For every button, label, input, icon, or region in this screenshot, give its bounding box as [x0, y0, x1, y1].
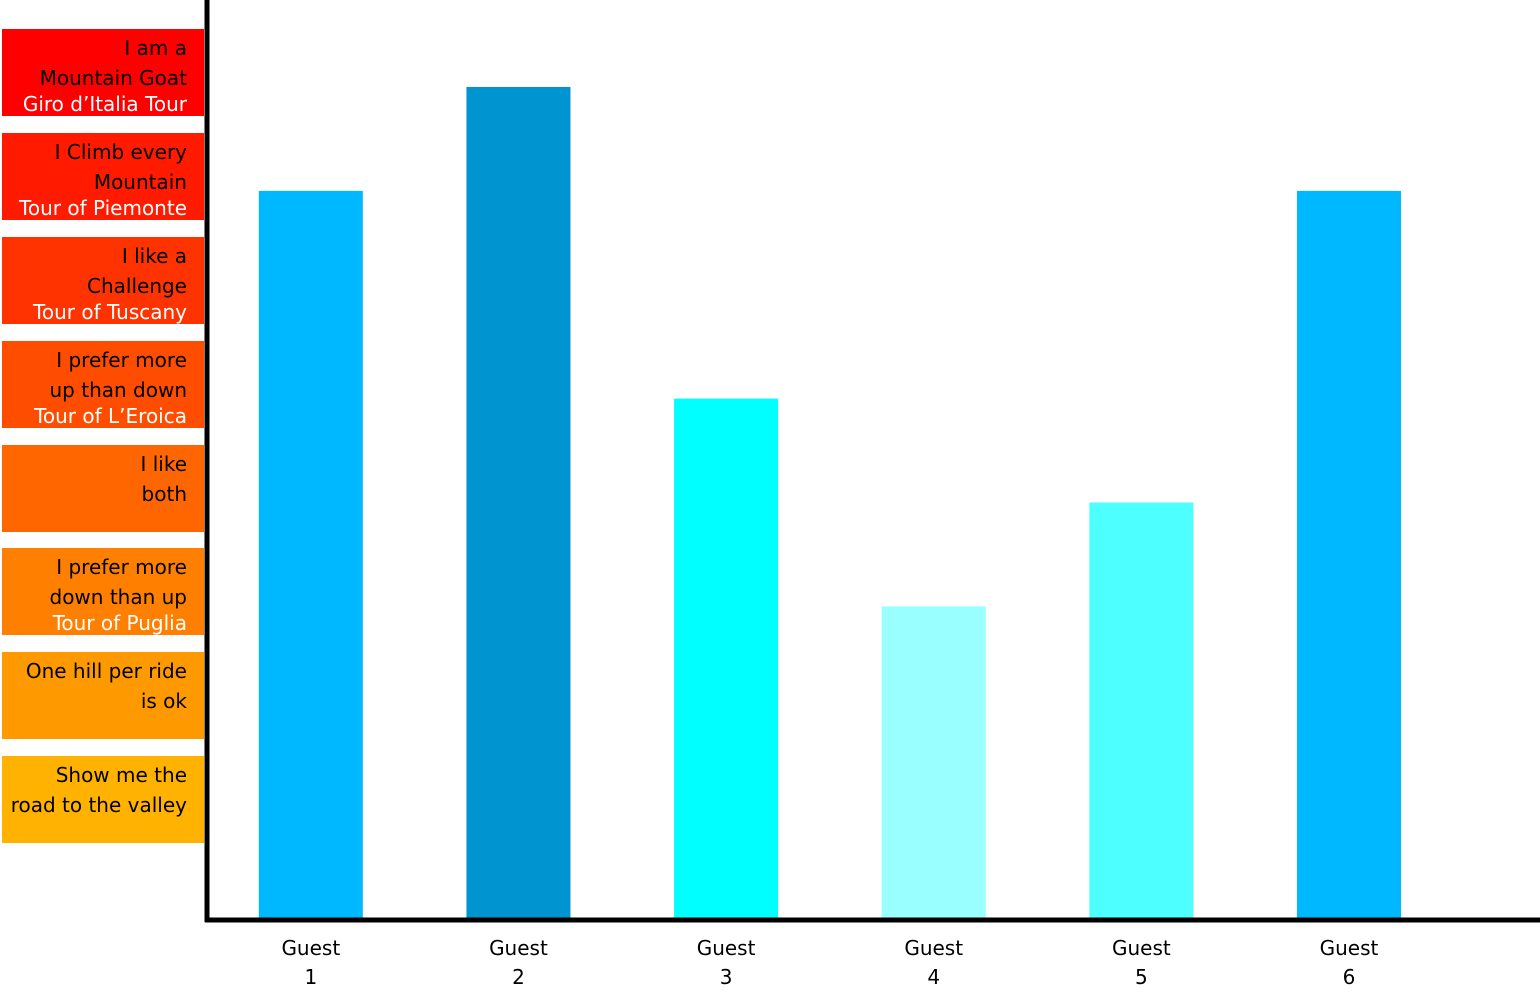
y-tick-box: One hill per ride is ok — [2, 652, 204, 740]
y-tick-sublabel: Tour of Tuscany — [33, 299, 187, 324]
y-tick-box: I am a Mountain Goat Giro d’Italia Tour — [2, 29, 204, 116]
bar — [1296, 190, 1401, 918]
x-tick-label: Guest 4 — [904, 936, 964, 989]
y-tick-sublabel: Giro d’Italia Tour — [22, 92, 187, 116]
bar — [881, 606, 986, 918]
y-tick-label: I am a Mountain Goat — [39, 36, 187, 90]
y-tick-label: I like a Challenge — [87, 243, 187, 298]
y-tick-label: I prefer more down than up — [49, 555, 188, 610]
y-tick-sublabel: Tour of L’Eroica — [34, 403, 187, 428]
y-tick-box: I prefer more up than down Tour of L’Eroi… — [2, 340, 204, 428]
bar — [674, 398, 779, 918]
y-tick-label: Show me the road to the valley — [10, 763, 187, 818]
y-tick-label: I prefer more up than down — [49, 347, 188, 402]
y-tick-box: I prefer more down than up Tour of Puglia — [2, 548, 204, 636]
bar — [258, 190, 363, 918]
y-tick-sublabel: Tour of Puglia — [52, 611, 187, 636]
y-tick-box: Show me the road to the valley — [2, 756, 204, 844]
y-tick-label: I Climb every Mountain — [54, 139, 187, 194]
y-tick-label: I like both — [140, 451, 187, 506]
y-tick-box: I like both — [2, 444, 204, 532]
x-tick-label: Guest 2 — [489, 936, 548, 989]
bar — [1089, 502, 1194, 918]
x-tick-label: Guest 3 — [696, 936, 756, 989]
y-tick-box: I like a Challenge Tour of Tuscany — [2, 236, 204, 324]
x-tick-label: Guest 6 — [1319, 936, 1379, 989]
y-tick-sublabel: Tour of Piemonte — [19, 195, 187, 220]
bar — [466, 87, 571, 918]
x-tick-label: Guest 1 — [281, 936, 341, 989]
y-tick-label: One hill per ride is ok — [25, 659, 187, 714]
y-tick-box: I Climb every Mountain Tour of Piemonte — [2, 132, 204, 220]
x-tick-label: Guest 5 — [1111, 936, 1171, 989]
